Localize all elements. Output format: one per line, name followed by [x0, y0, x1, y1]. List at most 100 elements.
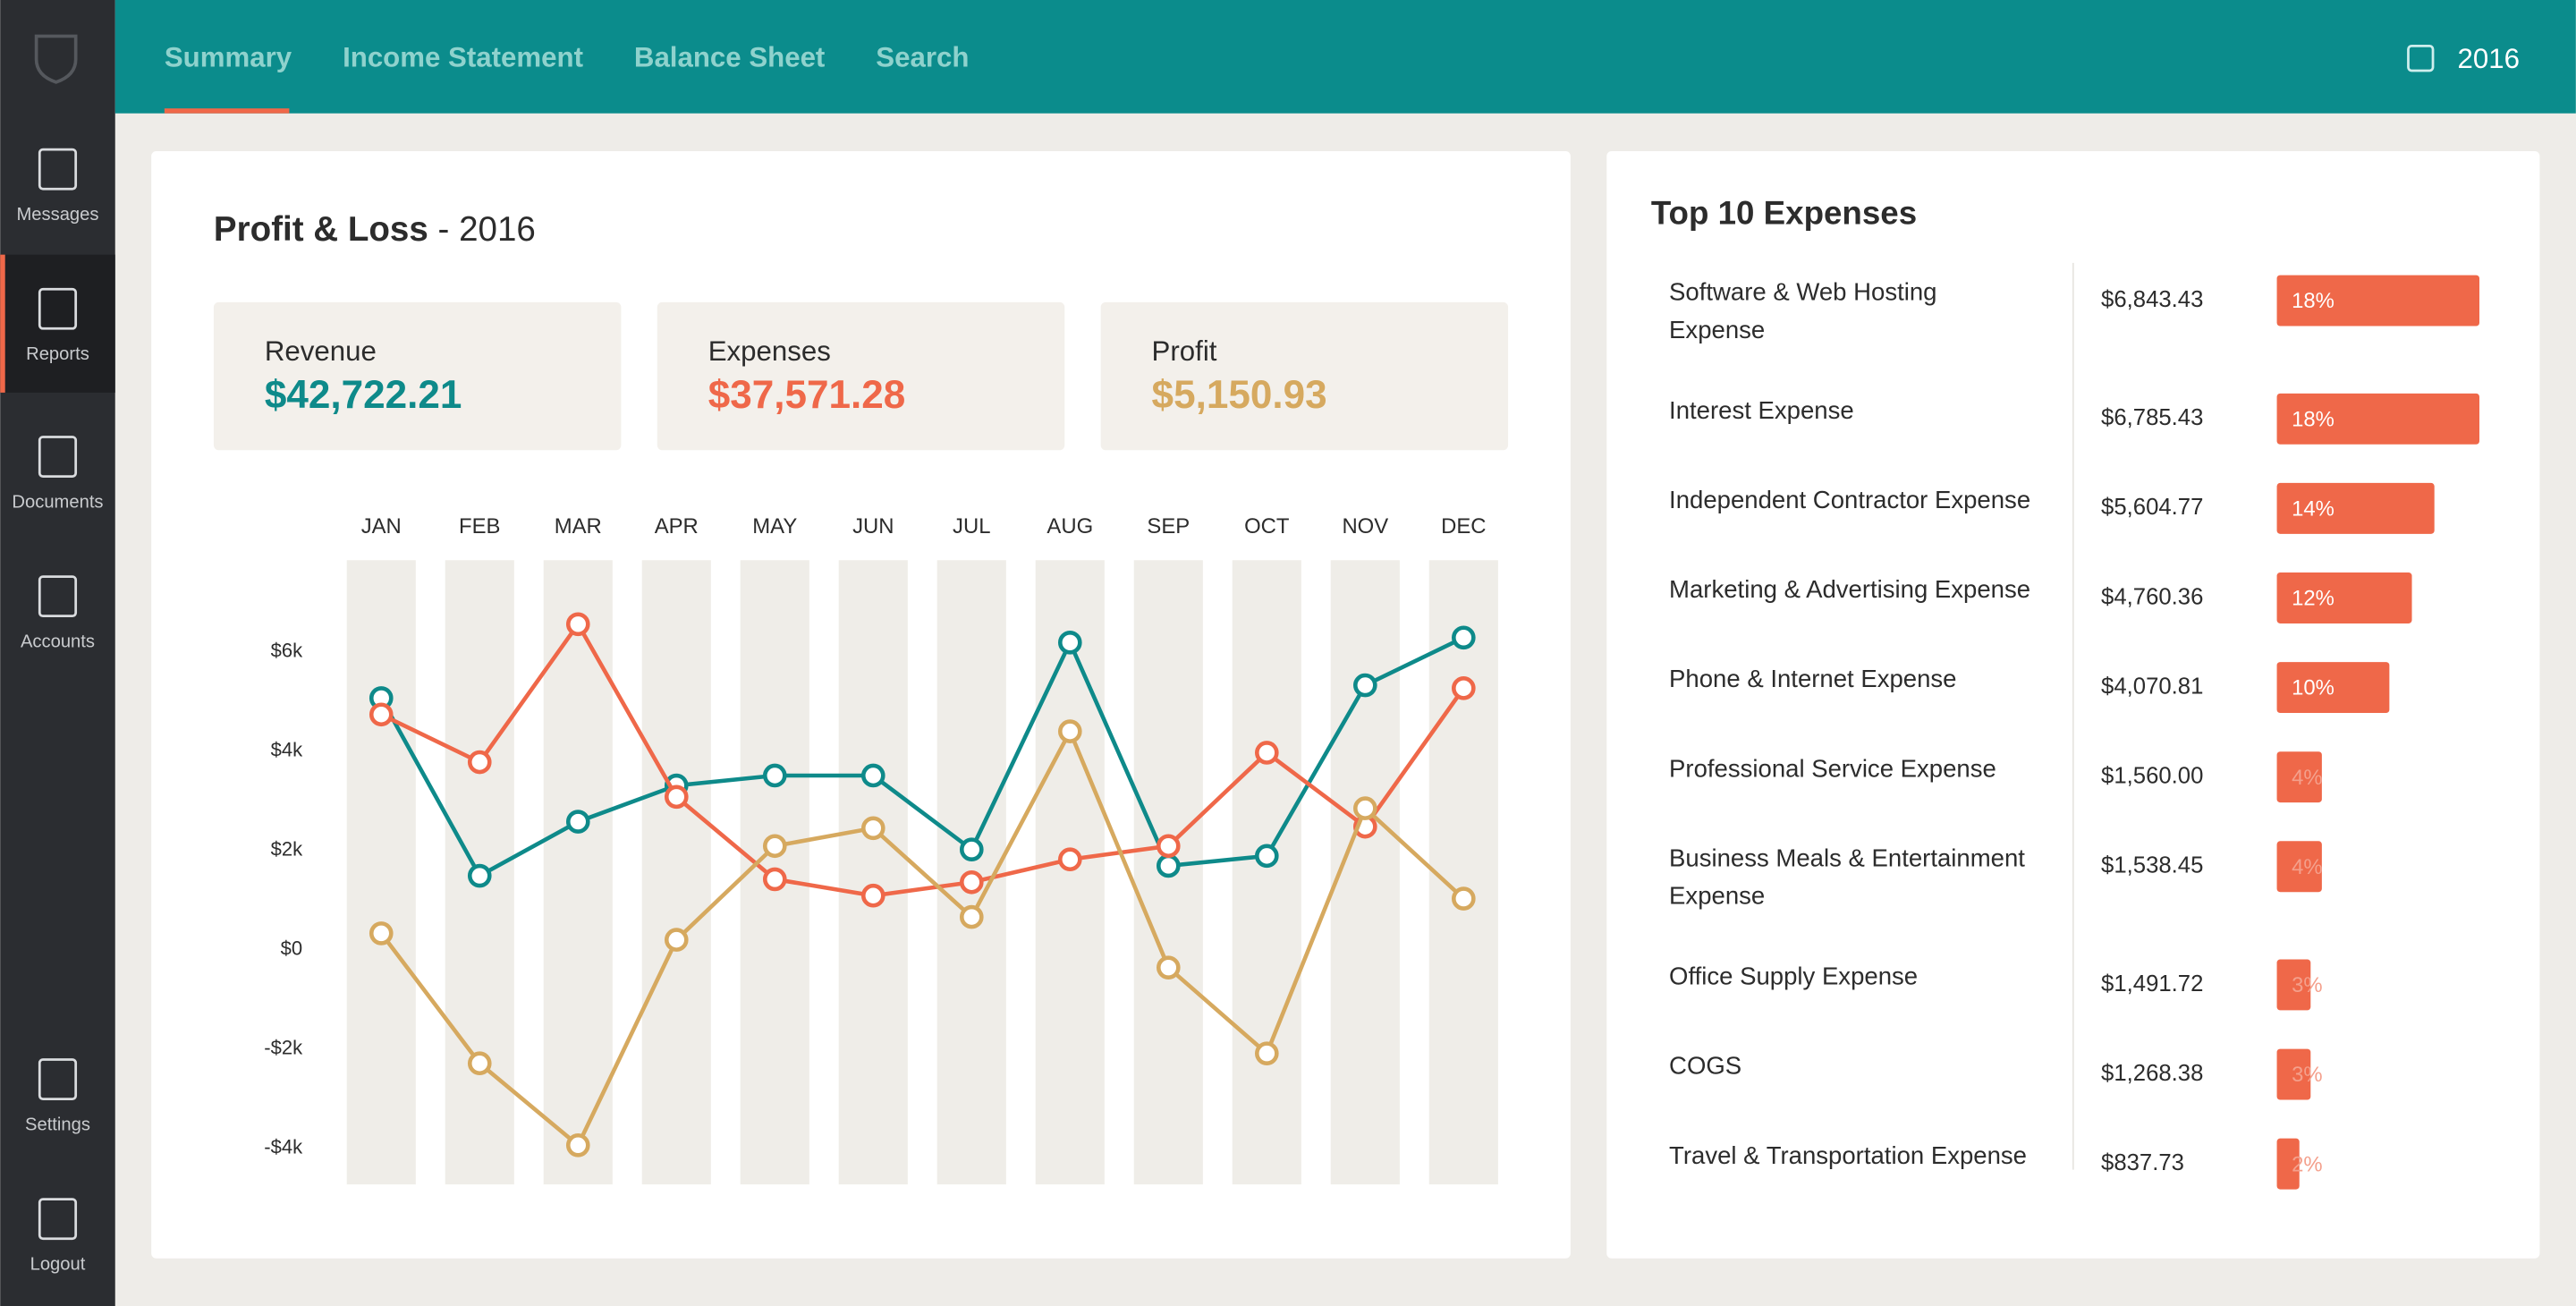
expense-name: COGS: [1669, 1052, 1741, 1080]
bar-label: 18%: [2292, 289, 2334, 313]
point: [467, 1051, 492, 1076]
series-line: [379, 726, 1465, 1149]
x-tick-label: MAY: [752, 514, 797, 539]
bar-label: 4%: [2292, 766, 2322, 790]
expense-amount: $6,843.43: [2101, 287, 2203, 312]
bar: [2276, 751, 2322, 803]
point: [467, 863, 492, 888]
year-selector[interactable]: 2016: [2458, 43, 2520, 74]
expense-name-line: Expense: [1669, 316, 1765, 343]
bar: [2276, 275, 2479, 326]
bar: [2276, 1048, 2311, 1100]
expense-name-line: COGS: [1669, 1052, 1741, 1080]
nav-tab[interactable]: Income Statement: [343, 41, 583, 72]
bar-label: 18%: [2292, 407, 2334, 431]
point: [565, 612, 590, 637]
month-column: [641, 560, 711, 1185]
expense-amount: $6,785.43: [2101, 405, 2203, 430]
expense-name: Software & Web Hosting Expense: [1669, 278, 1936, 343]
bar: [2276, 959, 2311, 1011]
point: [1057, 847, 1082, 872]
month-column: [1232, 560, 1301, 1185]
calendar-icon: [2407, 45, 2435, 72]
expense-name: Phone & Internet Expense: [1669, 666, 1956, 693]
bar-label: 14%: [2292, 497, 2334, 522]
sidebar-icon: [38, 1058, 78, 1100]
expenses-title: Top 10 Expenses: [1651, 194, 1917, 231]
summary-label: Profit: [1152, 335, 1217, 367]
expense-amount: $1,538.45: [2101, 853, 2203, 878]
expense-name: Travel & Transportation Expense: [1669, 1141, 2027, 1169]
expense-name: Interest Expense: [1669, 396, 1854, 424]
sidebar-item[interactable]: Logout: [30, 1254, 86, 1274]
point: [369, 702, 394, 727]
sidebar-item[interactable]: Reports: [26, 344, 89, 364]
y-tick-label: -$4k: [264, 1135, 303, 1158]
logo: [34, 34, 78, 84]
y-tick-label: $6k: [271, 640, 303, 662]
summary-card: [657, 301, 1065, 451]
x-tick-label: SEP: [1147, 514, 1190, 539]
nav-tab[interactable]: Balance Sheet: [634, 41, 826, 72]
sidebar-icon: [38, 436, 78, 478]
x-tick-label: JUN: [852, 514, 894, 539]
point: [1254, 844, 1279, 869]
sidebar: [0, 0, 115, 1306]
point: [959, 904, 984, 929]
expense-amount: $1,491.72: [2101, 971, 2203, 996]
sidebar-item[interactable]: Accounts: [21, 632, 95, 651]
sidebar-item[interactable]: Messages: [16, 205, 98, 225]
bar-label: 4%: [2292, 855, 2322, 879]
month-column: [1330, 560, 1400, 1185]
series-line: [380, 620, 1466, 898]
bar: [2276, 841, 2322, 893]
bar: [2276, 572, 2412, 623]
sidebar-item[interactable]: Settings: [25, 1115, 90, 1134]
point: [959, 837, 984, 861]
summary-value: $42,722.21: [265, 373, 462, 417]
month-column: [346, 560, 416, 1185]
expense-name: Business Meals & Entertainment Expense: [1669, 844, 2025, 910]
pnl-title: Profit & Loss - 2016: [214, 210, 536, 249]
month-column: [1035, 560, 1105, 1185]
nav-tab[interactable]: Search: [876, 41, 969, 72]
series-line: [379, 635, 1465, 879]
nav-tab[interactable]: Summary: [165, 41, 292, 72]
expense-name: Office Supply Expense: [1669, 963, 1918, 990]
point: [1452, 676, 1476, 700]
sidebar-icon: [38, 575, 78, 618]
sidebar-active: [0, 254, 115, 393]
y-tick-label: -$2k: [264, 1036, 303, 1058]
x-tick-label: DEC: [1441, 514, 1486, 539]
bar-label: 12%: [2292, 587, 2334, 611]
summary-label: Revenue: [265, 335, 377, 367]
top-bar: [114, 0, 2576, 114]
expense-name-line: Independent Contractor Expense: [1669, 486, 2030, 513]
point: [1156, 834, 1181, 859]
expense-amount: $1,560.00: [2101, 763, 2203, 788]
bar: [2276, 662, 2390, 714]
x-tick-label: OCT: [1244, 514, 1290, 539]
bar: [2276, 393, 2479, 445]
point: [1057, 631, 1082, 655]
point: [467, 750, 492, 775]
bar-label: 3%: [2292, 973, 2322, 997]
point: [762, 867, 787, 892]
summary-card: [1100, 301, 1509, 451]
x-tick-label: AUG: [1046, 514, 1093, 539]
expense-amount: $837.73: [2101, 1150, 2184, 1175]
expense-amount: $4,760.36: [2101, 584, 2203, 609]
expense-name-line: Interest Expense: [1669, 396, 1854, 424]
expense-name-line: Marketing & Advertising Expense: [1669, 575, 2030, 603]
bar-label: 2%: [2292, 1152, 2322, 1176]
sidebar-item[interactable]: Documents: [12, 492, 103, 512]
point: [1254, 1041, 1279, 1065]
expense-name: Marketing & Advertising Expense: [1669, 575, 2030, 603]
point: [860, 763, 886, 788]
x-tick-label: MAR: [555, 514, 602, 539]
expense-name-line: Expense: [1669, 882, 1765, 910]
x-tick-label: FEB: [459, 514, 500, 539]
summary-card: [213, 301, 622, 451]
expense-name: Independent Contractor Expense: [1669, 486, 2030, 513]
